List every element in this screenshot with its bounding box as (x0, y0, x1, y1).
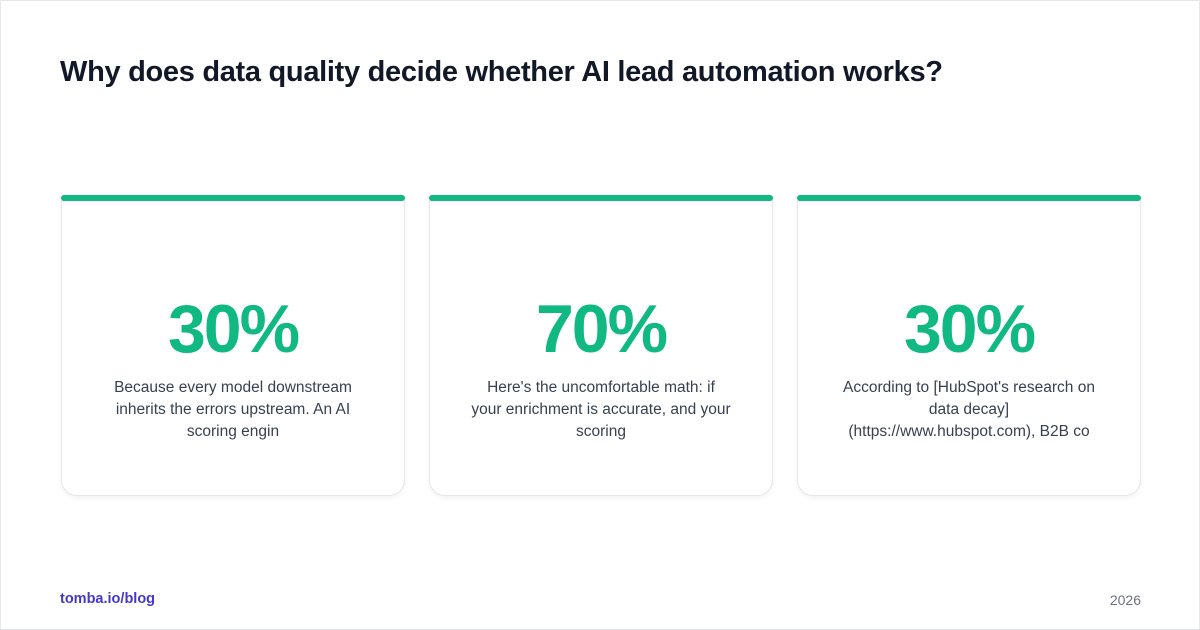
stat-description: According to [HubSpot's research on data… (843, 379, 1095, 440)
stat-description: Because every model downstream inherits … (114, 379, 352, 440)
stat-description: Here's the uncomfortable math: if your e… (471, 379, 731, 440)
stat-value: 70% (535, 291, 668, 367)
stat-card: 30% Because every model downstream inheri… (61, 195, 405, 496)
card-body (797, 199, 1141, 496)
card-body (61, 199, 405, 496)
stat-value: 30% (903, 291, 1036, 367)
accent-bar (797, 195, 1141, 201)
title: Why does data quality decide whether AI … (60, 56, 943, 88)
stat-value: 30% (167, 291, 300, 367)
stat-card: 30% According to [HubSpot's research on d… (797, 195, 1141, 496)
stat-card: 70% Here's the uncomfortable math: if you… (429, 195, 773, 496)
accent-bar (61, 195, 405, 201)
site-link[interactable]: tomba.io/blog (60, 591, 156, 607)
accent-bar (429, 195, 773, 201)
year: 2026 (1109, 592, 1141, 608)
card-body (429, 199, 773, 496)
